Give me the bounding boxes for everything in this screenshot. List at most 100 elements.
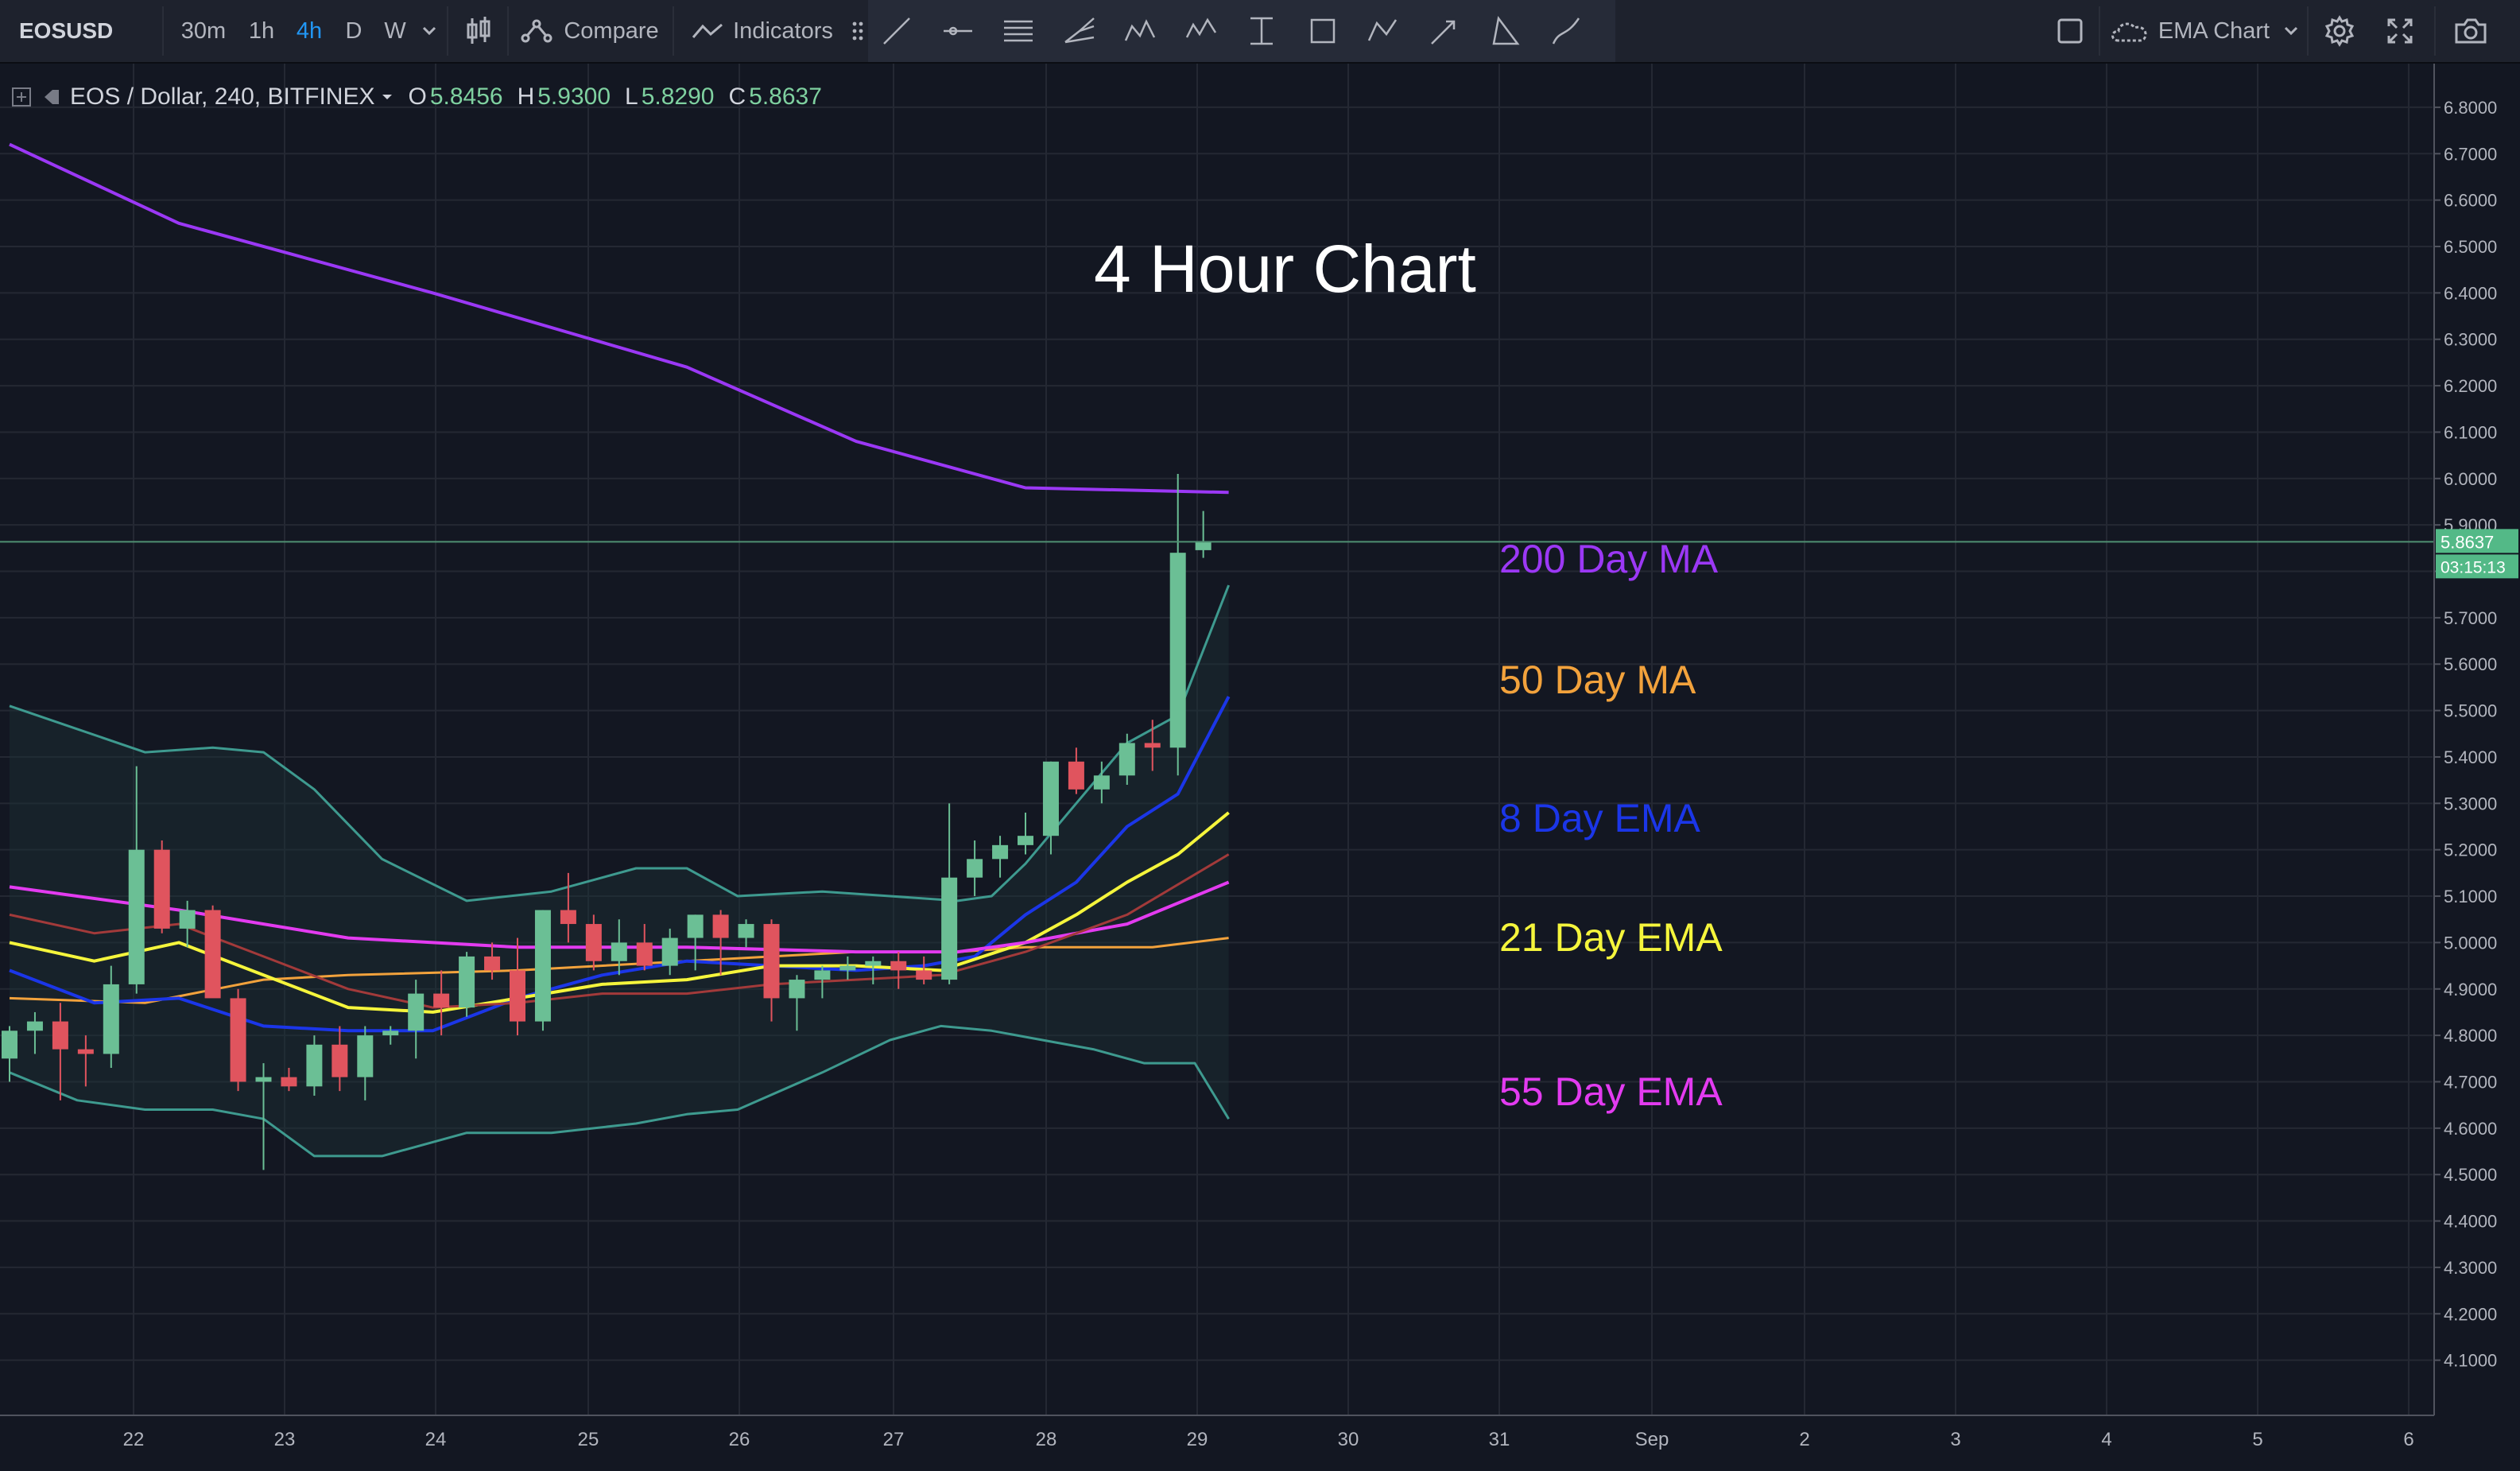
candle-body: [179, 910, 196, 929]
layout-menu-button[interactable]: EMA Chart: [2107, 0, 2301, 62]
interval-label: 1h: [248, 17, 275, 44]
price-tick-label: 6.1000: [2444, 422, 2497, 442]
price-axis-background: [2434, 64, 2520, 1415]
toggle-square-button[interactable]: [2046, 0, 2094, 62]
elliott-wave-icon[interactable]: [1184, 14, 1219, 49]
chart-style-button[interactable]: [453, 0, 504, 62]
caret-down-icon[interactable]: [381, 93, 394, 101]
ema21-annotation: 21 Day EMA: [1499, 915, 1723, 960]
pitchfork-icon[interactable]: [1062, 14, 1097, 49]
ema55-annotation: 55 Day EMA: [1499, 1069, 1723, 1114]
candle-body: [611, 942, 627, 961]
chart-title-annotation: 4 Hour Chart: [1094, 231, 1476, 306]
close-value: 5.8637: [749, 83, 822, 110]
candle-body: [585, 924, 602, 961]
candle-body: [941, 877, 958, 980]
candle-body: [636, 942, 653, 966]
triangle-icon[interactable]: [1487, 14, 1522, 49]
gear-icon: [2324, 15, 2355, 47]
close-key: C: [728, 83, 746, 110]
candle-body: [153, 849, 170, 929]
compare-icon: [521, 19, 552, 43]
layout-label: EMA Chart: [2158, 17, 2270, 44]
date-range-icon[interactable]: [1244, 14, 1279, 49]
price-tick-label: 4.3000: [2444, 1258, 2497, 1278]
time-tick-label: 23: [274, 1429, 296, 1450]
xabcd-pattern-icon[interactable]: [1122, 14, 1157, 49]
trend-line-icon[interactable]: [879, 14, 914, 49]
indicators-button[interactable]: Indicators: [680, 0, 844, 62]
candle-body: [357, 1035, 374, 1077]
interval-4h-button[interactable]: 4h: [286, 0, 332, 62]
ema55-line: [9, 880, 1230, 954]
candle-body: [865, 961, 882, 966]
price-tick-label: 5.6000: [2444, 654, 2497, 674]
interval-d-button[interactable]: D: [334, 0, 374, 62]
candle-body: [534, 910, 551, 1022]
candle-body: [712, 914, 729, 938]
candle-body: [1068, 761, 1084, 790]
ema21-line: [9, 811, 1230, 1014]
time-tick-label: Sep: [1635, 1429, 1669, 1450]
candle-body: [560, 910, 576, 925]
camera-icon: [2455, 18, 2487, 44]
candle-body: [967, 859, 983, 878]
candle-body: [128, 849, 145, 984]
drawing-toolbar-handle[interactable]: [847, 0, 868, 62]
candle-body: [1144, 743, 1161, 748]
candle-body: [992, 844, 1009, 860]
arrow-icon[interactable]: [1427, 14, 1462, 49]
candle-body: [26, 1021, 43, 1031]
candle-body: [814, 970, 831, 980]
expand-icon[interactable]: [11, 87, 32, 107]
time-tick-label: 22: [123, 1429, 145, 1450]
time-tick-label: 5: [2252, 1429, 2262, 1450]
candle-body: [763, 924, 780, 999]
price-tick-label: 6.0000: [2444, 469, 2497, 489]
flag-icon[interactable]: [41, 87, 62, 107]
candle-body: [510, 970, 525, 1022]
candle-body: [738, 924, 754, 938]
settings-button[interactable]: [2313, 0, 2366, 62]
snapshot-button[interactable]: [2442, 0, 2499, 62]
candle-body: [1018, 836, 1033, 845]
candle-body: [839, 965, 856, 971]
cloud-icon: [2111, 22, 2147, 42]
interval-label: 30m: [180, 17, 227, 44]
fullscreen-button[interactable]: [2374, 0, 2426, 62]
fib-retracement-icon[interactable]: [1001, 14, 1036, 49]
last-price-badge: [2436, 529, 2518, 553]
price-tick-label: 4.5000: [2444, 1165, 2497, 1185]
bb_lower-line: [9, 1024, 1230, 1158]
interval-menu-button[interactable]: [415, 0, 444, 62]
symbol-legend: EOS / Dollar, 240, BITFINEX O 5.8456 H 5.9…: [11, 80, 822, 114]
price-tick-label: 5.5000: [2444, 701, 2497, 721]
price-tick-label: 6.3000: [2444, 330, 2497, 350]
symbol-title[interactable]: EOS / Dollar, 240, BITFINEX: [70, 83, 375, 110]
brush-icon[interactable]: [1549, 14, 1584, 49]
abcd-pattern-icon[interactable]: [1366, 14, 1401, 49]
interval-1h-button[interactable]: 1h: [238, 0, 285, 62]
symbol-search-button[interactable]: EOSUSD: [8, 0, 159, 62]
compare-label: Compare: [564, 17, 659, 44]
price-tick-label: 4.1000: [2444, 1351, 2497, 1371]
candle-body: [230, 998, 246, 1082]
price-tick-label: 6.7000: [2444, 144, 2497, 164]
rectangle-icon[interactable]: [1305, 14, 1340, 49]
candle-body: [52, 1021, 68, 1050]
price-tick-label: 4.2000: [2444, 1304, 2497, 1324]
horizontal-ray-icon[interactable]: [940, 14, 975, 49]
compare-button[interactable]: Compare: [514, 0, 665, 62]
price-chart[interactable]: 6.8000 6.7000 6.6000 6.5000 6.4000 6.3000 6.20…: [0, 64, 2520, 1471]
candle-body: [1195, 541, 1212, 550]
interval-30m-button[interactable]: 30m: [170, 0, 237, 62]
candle-body: [1169, 553, 1186, 748]
price-tick-label: 6.6000: [2444, 191, 2497, 211]
ema8-annotation: 8 Day EMA: [1499, 796, 1700, 840]
time-tick-label: 25: [578, 1429, 599, 1450]
price-tick-label: 5.4000: [2444, 747, 2497, 767]
time-tick-label: 3: [1950, 1429, 1960, 1450]
interval-w-button[interactable]: W: [375, 0, 415, 62]
last-price-label: 5.8637: [2441, 532, 2494, 552]
time-axis-background: [0, 1415, 2434, 1471]
